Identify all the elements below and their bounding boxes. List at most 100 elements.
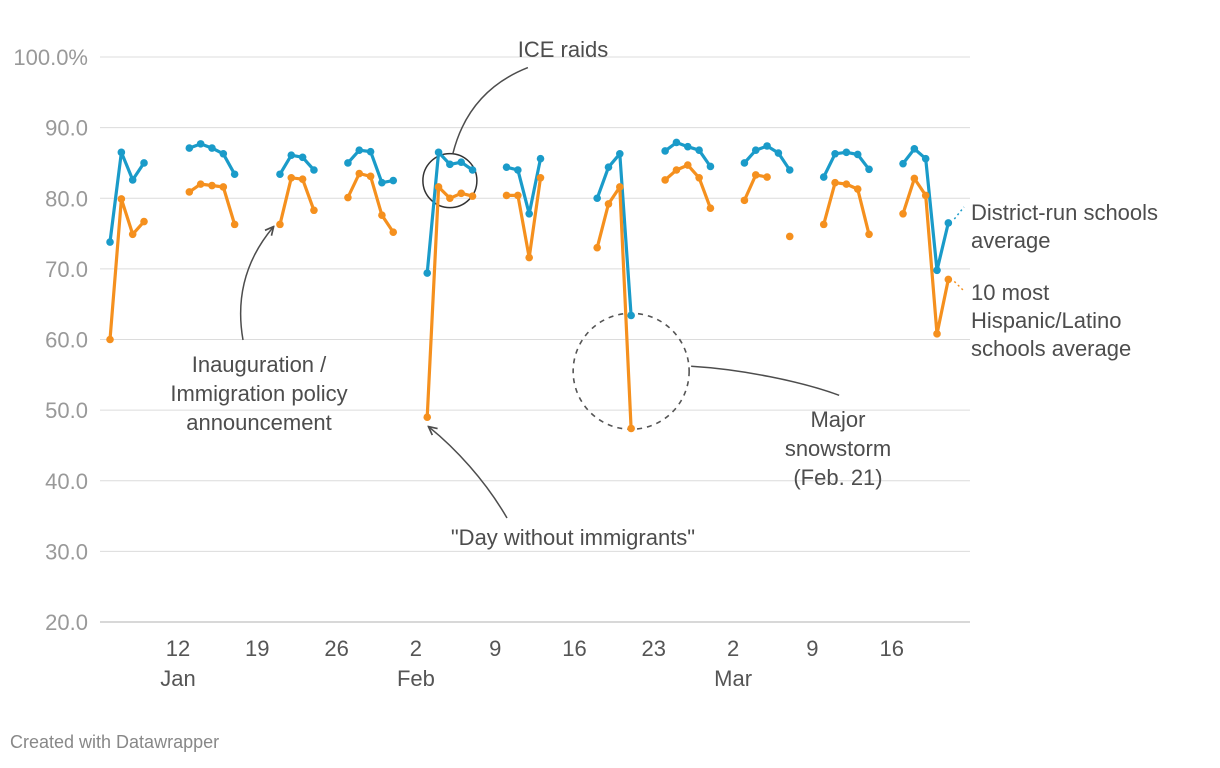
data-point-0 (230, 170, 239, 179)
data-point-1 (695, 173, 703, 182)
data-point-0 (298, 153, 307, 162)
data-point-0 (706, 162, 715, 171)
data-point-0 (740, 159, 749, 167)
annotation-labels: ICE raids Inauguration / Immigration polic… (170, 37, 891, 550)
y-tick-label: 30.0 (45, 539, 88, 564)
x-tick-label: 19 (245, 636, 269, 661)
snowstorm-label: Major (810, 407, 865, 432)
series-line-0 (278, 153, 316, 176)
x-month-label: Jan (160, 666, 195, 691)
x-month-label: Feb (397, 666, 435, 691)
data-point-1 (899, 209, 907, 218)
series-label-hispanic: Hispanic/Latino (971, 308, 1121, 333)
inauguration-arrow (239, 227, 273, 341)
day-without-immigrants-arrow (429, 427, 508, 519)
data-point-1 (117, 195, 126, 203)
inauguration-label: Immigration policy (170, 381, 347, 406)
data-point-1 (604, 200, 613, 208)
data-point-0 (276, 170, 284, 179)
data-point-0 (751, 146, 760, 155)
series-label-hispanic: schools average (971, 336, 1131, 361)
data-point-1 (525, 253, 533, 262)
series-line-1 (504, 176, 543, 260)
data-point-0 (774, 149, 783, 157)
series-line-1 (187, 182, 237, 226)
data-point-1 (672, 166, 681, 174)
data-point-1 (502, 191, 511, 200)
data-point-0 (208, 144, 216, 152)
data-point-0 (616, 149, 624, 158)
y-tick-label: 20.0 (45, 610, 88, 635)
data-point-1 (298, 175, 307, 183)
data-point-0 (468, 166, 477, 174)
data-point-1 (853, 185, 862, 193)
data-point-1 (819, 220, 828, 229)
data-point-1 (921, 191, 930, 200)
data-point-0 (763, 142, 771, 150)
data-point-0 (593, 194, 601, 203)
data-point-1 (344, 193, 352, 202)
inauguration-label: Inauguration / (192, 352, 327, 377)
ice-raids-circle (422, 152, 478, 209)
data-point-0 (604, 163, 613, 171)
data-point-1 (128, 230, 137, 239)
data-point-0 (865, 165, 873, 174)
series-line-1 (278, 176, 316, 226)
gridlines (100, 56, 970, 623)
data-point-1 (661, 176, 669, 184)
series-label-district: average (971, 228, 1051, 253)
x-tick-label: 16 (562, 636, 586, 661)
snowstorm-label: (Feb. 21) (793, 465, 882, 490)
day-without-immigrants-label: "Day without immigrants" (451, 525, 695, 550)
x-tick-label: 2 (727, 636, 739, 661)
data-point-1 (378, 211, 386, 219)
series-line-1 (822, 181, 871, 236)
data-point-1 (763, 173, 771, 181)
data-point-1 (208, 181, 216, 190)
data-point-0 (366, 147, 375, 156)
y-tick-label: 50.0 (45, 398, 88, 423)
data-point-1 (785, 232, 794, 241)
data-point-1 (514, 191, 522, 200)
data-point-0 (536, 154, 545, 163)
data-point-0 (695, 146, 703, 155)
series-label-district: District-run schools (971, 200, 1158, 225)
data-point-1 (933, 330, 941, 338)
data-point-0 (910, 145, 919, 153)
data-point-0 (842, 148, 851, 157)
data-point-0 (921, 154, 930, 163)
series-label-connector (953, 206, 965, 220)
data-point-0 (661, 147, 669, 155)
series-label-connector (953, 280, 966, 293)
data-point-1 (230, 220, 239, 229)
data-point-1 (842, 180, 851, 188)
data-point-1 (355, 169, 364, 178)
data-point-0 (106, 238, 114, 246)
data-point-0 (185, 144, 194, 152)
series-labels: District-run schools average 10 most Hispan… (953, 200, 1158, 361)
y-tick-label: 60.0 (45, 328, 88, 353)
y-tick-label: 40.0 (45, 469, 88, 494)
series-label-hispanic: 10 most (971, 280, 1049, 305)
data-point-0 (310, 166, 318, 174)
data-point-1 (865, 230, 873, 239)
data-point-1 (196, 180, 205, 188)
annotation-shapes (239, 66, 840, 519)
data-point-1 (616, 183, 624, 191)
data-point-1 (683, 161, 692, 169)
data-point-1 (310, 206, 318, 215)
data-point-1 (740, 196, 749, 205)
data-point-1 (706, 204, 715, 212)
y-tick-label: 100.0% (13, 45, 88, 70)
data-point-1 (910, 174, 919, 183)
data-point-0 (683, 142, 692, 151)
x-month-label: Mar (714, 666, 752, 691)
x-tick-label: 9 (806, 636, 818, 661)
data-point-0 (525, 209, 533, 218)
data-point-1 (593, 243, 601, 252)
data-point-1 (140, 217, 148, 226)
data-point-0 (899, 159, 907, 168)
y-tick-label: 80.0 (45, 186, 88, 211)
data-point-1 (457, 189, 466, 198)
